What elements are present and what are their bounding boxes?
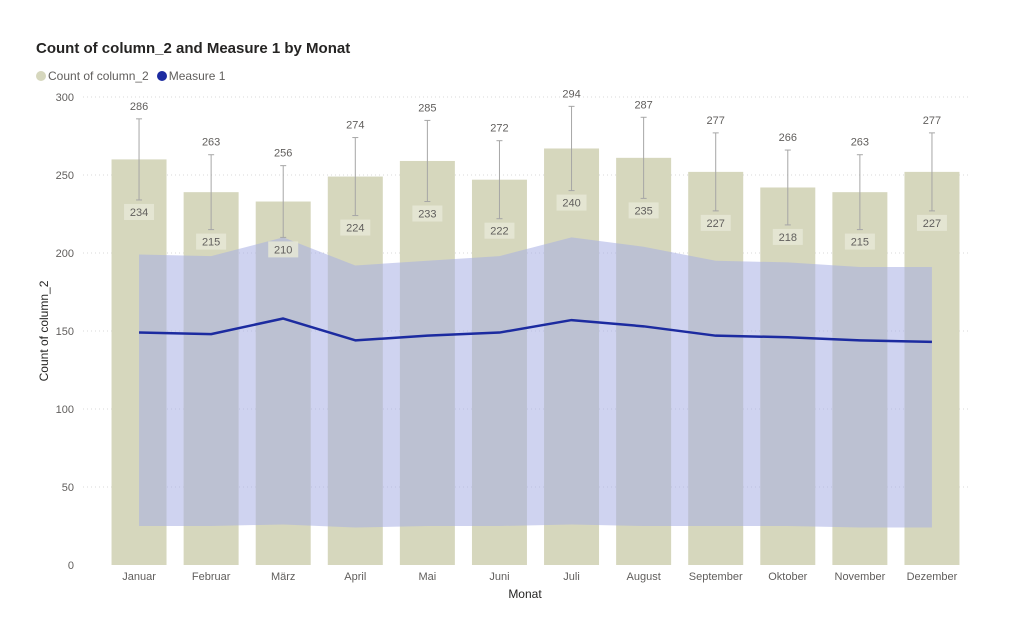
y-tick-label: 250	[56, 170, 74, 182]
legend-marker-measure	[156, 71, 167, 81]
error-upper-label: 266	[779, 132, 797, 144]
y-tick-label: 100	[56, 404, 74, 416]
y-tick-label: 50	[62, 482, 74, 494]
error-upper-label: 274	[346, 120, 364, 132]
error-lower-label: 218	[779, 232, 797, 244]
x-tick-label: Februar	[192, 571, 231, 583]
error-lower-label-bg	[700, 214, 731, 231]
error-lower-label-bg	[340, 219, 371, 236]
error-upper-label: 286	[130, 101, 148, 113]
error-upper-label: 256	[274, 148, 292, 160]
x-tick-label: September	[689, 571, 743, 583]
error-lower-label: 234	[130, 207, 148, 219]
x-tick-label: April	[344, 571, 366, 583]
legend-item-measure[interactable]: Measure 1	[156, 69, 226, 83]
error-upper-label: 263	[202, 137, 220, 149]
error-lower-label: 235	[634, 205, 652, 217]
y-tick-label: 150	[56, 326, 74, 338]
chart-title: Count of column_2 and Measure 1 by Monat	[36, 40, 351, 57]
x-tick-label: Mai	[419, 571, 437, 583]
error-lower-label: 215	[851, 237, 869, 249]
error-lower-label: 240	[562, 198, 580, 210]
x-tick-label: Januar	[122, 571, 156, 583]
legend-label-measure: Measure 1	[168, 69, 226, 83]
error-lower-label: 227	[923, 218, 941, 230]
y-tick-label: 300	[56, 92, 74, 104]
error-lower-label-bg	[556, 194, 587, 211]
legend-label-count: Count of column_2	[48, 69, 149, 83]
error-lower-label-bg	[844, 233, 875, 250]
x-tick-label: November	[835, 571, 886, 583]
error-upper-label: 287	[634, 99, 652, 111]
error-lower-label-bg	[628, 202, 659, 219]
legend-marker-count	[36, 71, 46, 81]
measure-line	[139, 317, 932, 344]
error-upper-label: 285	[418, 102, 436, 114]
error-lower-label-bg	[268, 241, 299, 258]
y-axis-title: Count of column_2	[37, 280, 51, 381]
error-upper-label: 277	[923, 115, 941, 127]
x-tick-label: Juni	[489, 571, 509, 583]
error-lower-label: 224	[346, 223, 364, 235]
y-tick-label: 200	[56, 248, 74, 260]
error-upper-label: 263	[851, 137, 869, 149]
error-lower-label-bg	[772, 228, 803, 245]
y-tick-label: 0	[68, 560, 74, 572]
legend: Count of column_2 Measure 1	[36, 69, 229, 83]
error-lower-label-bg	[916, 214, 947, 231]
error-lower-label: 215	[202, 237, 220, 249]
error-lower-label: 233	[418, 209, 436, 221]
error-lower-label-bg	[124, 203, 155, 220]
error-upper-label: 294	[562, 88, 580, 100]
legend-item-count[interactable]: Count of column_2	[36, 69, 149, 83]
x-tick-label: Juli	[563, 571, 580, 583]
measure-band	[139, 237, 932, 528]
error-upper-label: 272	[490, 123, 508, 135]
error-lower-label-bg	[196, 233, 227, 250]
error-lower-label-bg	[484, 222, 515, 239]
x-tick-label: Dezember	[907, 571, 958, 583]
error-upper-label: 277	[707, 115, 725, 127]
x-tick-label: März	[271, 571, 295, 583]
error-lower-label: 210	[274, 244, 292, 256]
error-lower-label: 222	[490, 226, 508, 238]
error-lower-label: 227	[707, 218, 725, 230]
x-tick-label: Oktober	[768, 571, 807, 583]
error-lower-label-bg	[412, 205, 443, 222]
x-axis-title: Monat	[508, 587, 542, 601]
x-tick-label: August	[627, 571, 661, 583]
